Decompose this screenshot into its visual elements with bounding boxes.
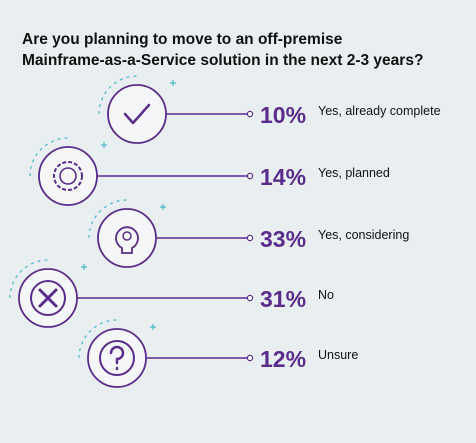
icon-gear-core xyxy=(59,167,77,185)
icon-bulb xyxy=(115,226,139,254)
category-label: Unsure xyxy=(318,348,358,362)
connector-end xyxy=(246,110,254,118)
decor-arc xyxy=(29,137,69,177)
decor-arc xyxy=(78,319,118,359)
icon-gear xyxy=(53,161,83,191)
icon-circle xyxy=(38,146,98,206)
decor-plus xyxy=(101,142,107,148)
connector-end xyxy=(246,234,254,242)
value-label: 10% xyxy=(260,102,306,128)
icon-bulb-gear xyxy=(122,231,132,241)
decor-plus xyxy=(160,204,166,210)
connector-end xyxy=(246,354,254,362)
category-label: Yes, considering xyxy=(318,228,409,242)
category-label: No xyxy=(318,288,334,302)
category-label: Yes, already complete xyxy=(318,104,441,118)
icon-circle xyxy=(97,208,157,268)
value-label: 12% xyxy=(260,346,306,372)
decor-plus xyxy=(170,80,176,86)
decor-arc xyxy=(88,199,128,239)
connector-end xyxy=(246,172,254,180)
decor-arc xyxy=(9,259,49,299)
value-label: 31% xyxy=(260,286,306,312)
icon-check xyxy=(123,103,151,125)
value-label: 14% xyxy=(260,164,306,190)
decor-plus xyxy=(150,324,156,330)
chart-title: Are you planning to move to an off-premi… xyxy=(22,31,423,69)
icon-q-ring xyxy=(99,340,135,376)
icon-x xyxy=(38,288,58,308)
decor-arc xyxy=(98,75,138,115)
icon-question xyxy=(109,345,125,371)
icon-circle xyxy=(107,84,167,144)
category-label: Yes, planned xyxy=(318,166,390,180)
decor-plus xyxy=(81,264,87,270)
icon-x-ring xyxy=(30,280,66,316)
value-label: 33% xyxy=(260,226,306,252)
connector-end xyxy=(246,294,254,302)
